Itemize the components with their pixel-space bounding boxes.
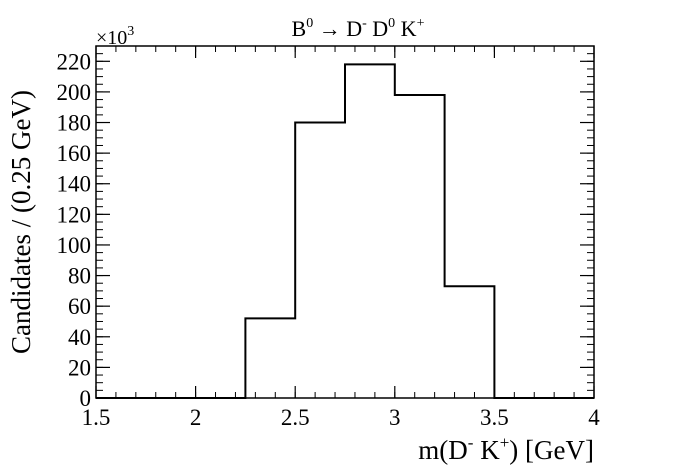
y-tick-label: 120 bbox=[57, 202, 92, 227]
axis-ticks bbox=[95, 45, 595, 399]
histogram-bin bbox=[295, 123, 345, 398]
x-axis-label: m(D- K+) [GeV] bbox=[418, 433, 594, 465]
x-tick-label: 4 bbox=[588, 405, 600, 430]
x-tick-label: 1.5 bbox=[82, 405, 111, 430]
x-tick-label: 2.5 bbox=[281, 405, 310, 430]
y-axis-label: Candidates / (0.25 GeV) bbox=[6, 90, 36, 354]
y-tick-labels: 0 20 40 60 80 100 120 140 160 180 200 220 bbox=[57, 49, 92, 411]
histogram-bin bbox=[445, 286, 495, 398]
histogram-outline bbox=[96, 63, 594, 399]
x-tick-labels: 1.5 2 2.5 3 3.5 4 bbox=[82, 405, 601, 430]
x-tick-label: 3 bbox=[389, 405, 401, 430]
y-tick-label: 140 bbox=[57, 172, 92, 197]
y-tick-label: 100 bbox=[57, 233, 92, 258]
y-tick-label: 20 bbox=[68, 355, 91, 380]
y-tick-label: 200 bbox=[57, 80, 92, 105]
y-tick-label: 80 bbox=[68, 264, 91, 289]
histogram-bin bbox=[395, 95, 445, 398]
chart-title: B0 → D- D0 K+ bbox=[292, 16, 425, 41]
y-tick-label: 40 bbox=[68, 325, 91, 350]
y-tick-label: 180 bbox=[57, 111, 92, 136]
y-tick-label: 60 bbox=[68, 294, 91, 319]
y-axis-multiplier: ×103 bbox=[96, 24, 134, 49]
histogram-bin bbox=[245, 318, 295, 398]
y-tick-label: 220 bbox=[57, 49, 92, 74]
x-tick-label: 2 bbox=[190, 405, 202, 430]
y-tick-label: 160 bbox=[57, 141, 92, 166]
y-tick-label: 0 bbox=[80, 386, 92, 411]
histogram-bin bbox=[345, 64, 395, 398]
histogram-bins bbox=[245, 64, 494, 398]
x-tick-label: 3.5 bbox=[480, 405, 509, 430]
